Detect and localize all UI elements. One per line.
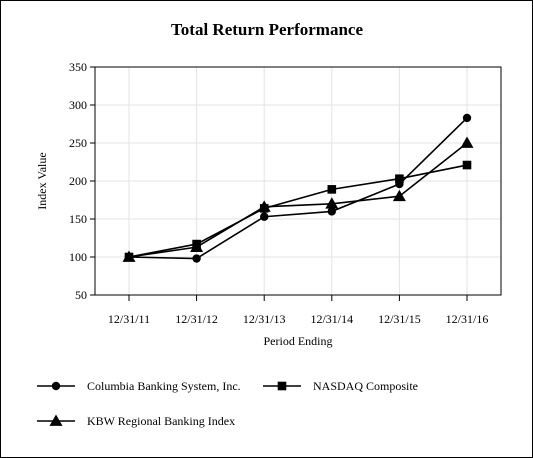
y-axis-label: Index Value [35,152,49,209]
legend-marker-2 [49,414,63,426]
series-line-0 [128,117,468,260]
y-tick-label-4: 250 [69,136,87,150]
y-tick-label-5: 300 [69,98,87,112]
data-point-2-1 [190,240,204,252]
legend-label-1: NASDAQ Composite [313,379,418,393]
y-tick-label-2: 150 [69,212,87,226]
series-0 [124,113,472,263]
legend-item-2: KBW Regional Banking Index [37,414,235,428]
x-tick-label-2: 12/31/13 [243,312,286,326]
legend-label-0: Columbia Banking System, Inc. [87,379,241,393]
x-tick-label-4: 12/31/15 [378,312,421,326]
legend-label-2: KBW Regional Banking Index [87,414,235,428]
y-tick-label-0: 50 [75,288,87,302]
series-line-1 [128,164,468,258]
x-tick-label-3: 12/31/14 [310,312,353,326]
data-point-2-0 [122,250,136,262]
series-1 [124,160,472,262]
x-tick-label-1: 12/31/12 [175,312,218,326]
series-group [122,113,474,263]
data-point-1-5 [462,160,472,170]
legend: Columbia Banking System, Inc. NASDAQ Comp… [37,379,418,428]
y-axis: 50 100 150 200 250 300 350 [69,60,95,302]
gridlines [95,67,501,295]
x-axis-label: Period Ending [264,334,333,348]
data-point-1-4 [395,174,404,184]
series-line-2 [128,142,468,258]
data-point-2-4 [392,189,406,202]
data-point-2-5 [460,136,474,148]
x-tick-label-5: 12/31/16 [446,312,489,326]
data-point-0-5 [462,113,472,123]
legend-item-1: NASDAQ Composite [263,379,418,393]
chart-title: Total Return Performance [171,20,363,39]
y-tick-label-6: 350 [69,60,87,74]
x-tick-label-0: 12/31/11 [108,312,150,326]
data-point-1-3 [327,185,337,194]
legend-marker-1 [277,381,287,391]
y-tick-label-3: 200 [69,174,87,188]
legend-marker-0 [51,381,61,391]
series-2 [122,136,474,262]
x-axis: 12/31/11 12/31/12 12/31/13 12/31/14 12/31/15… [108,295,488,326]
data-point-0-3 [327,207,336,216]
data-point-0-2 [260,212,269,221]
y-tick-label-1: 100 [69,250,87,264]
data-point-0-1 [192,254,201,263]
data-point-2-3 [325,197,339,209]
legend-item-0: Columbia Banking System, Inc. [37,379,241,393]
data-point-2-2 [257,200,271,212]
